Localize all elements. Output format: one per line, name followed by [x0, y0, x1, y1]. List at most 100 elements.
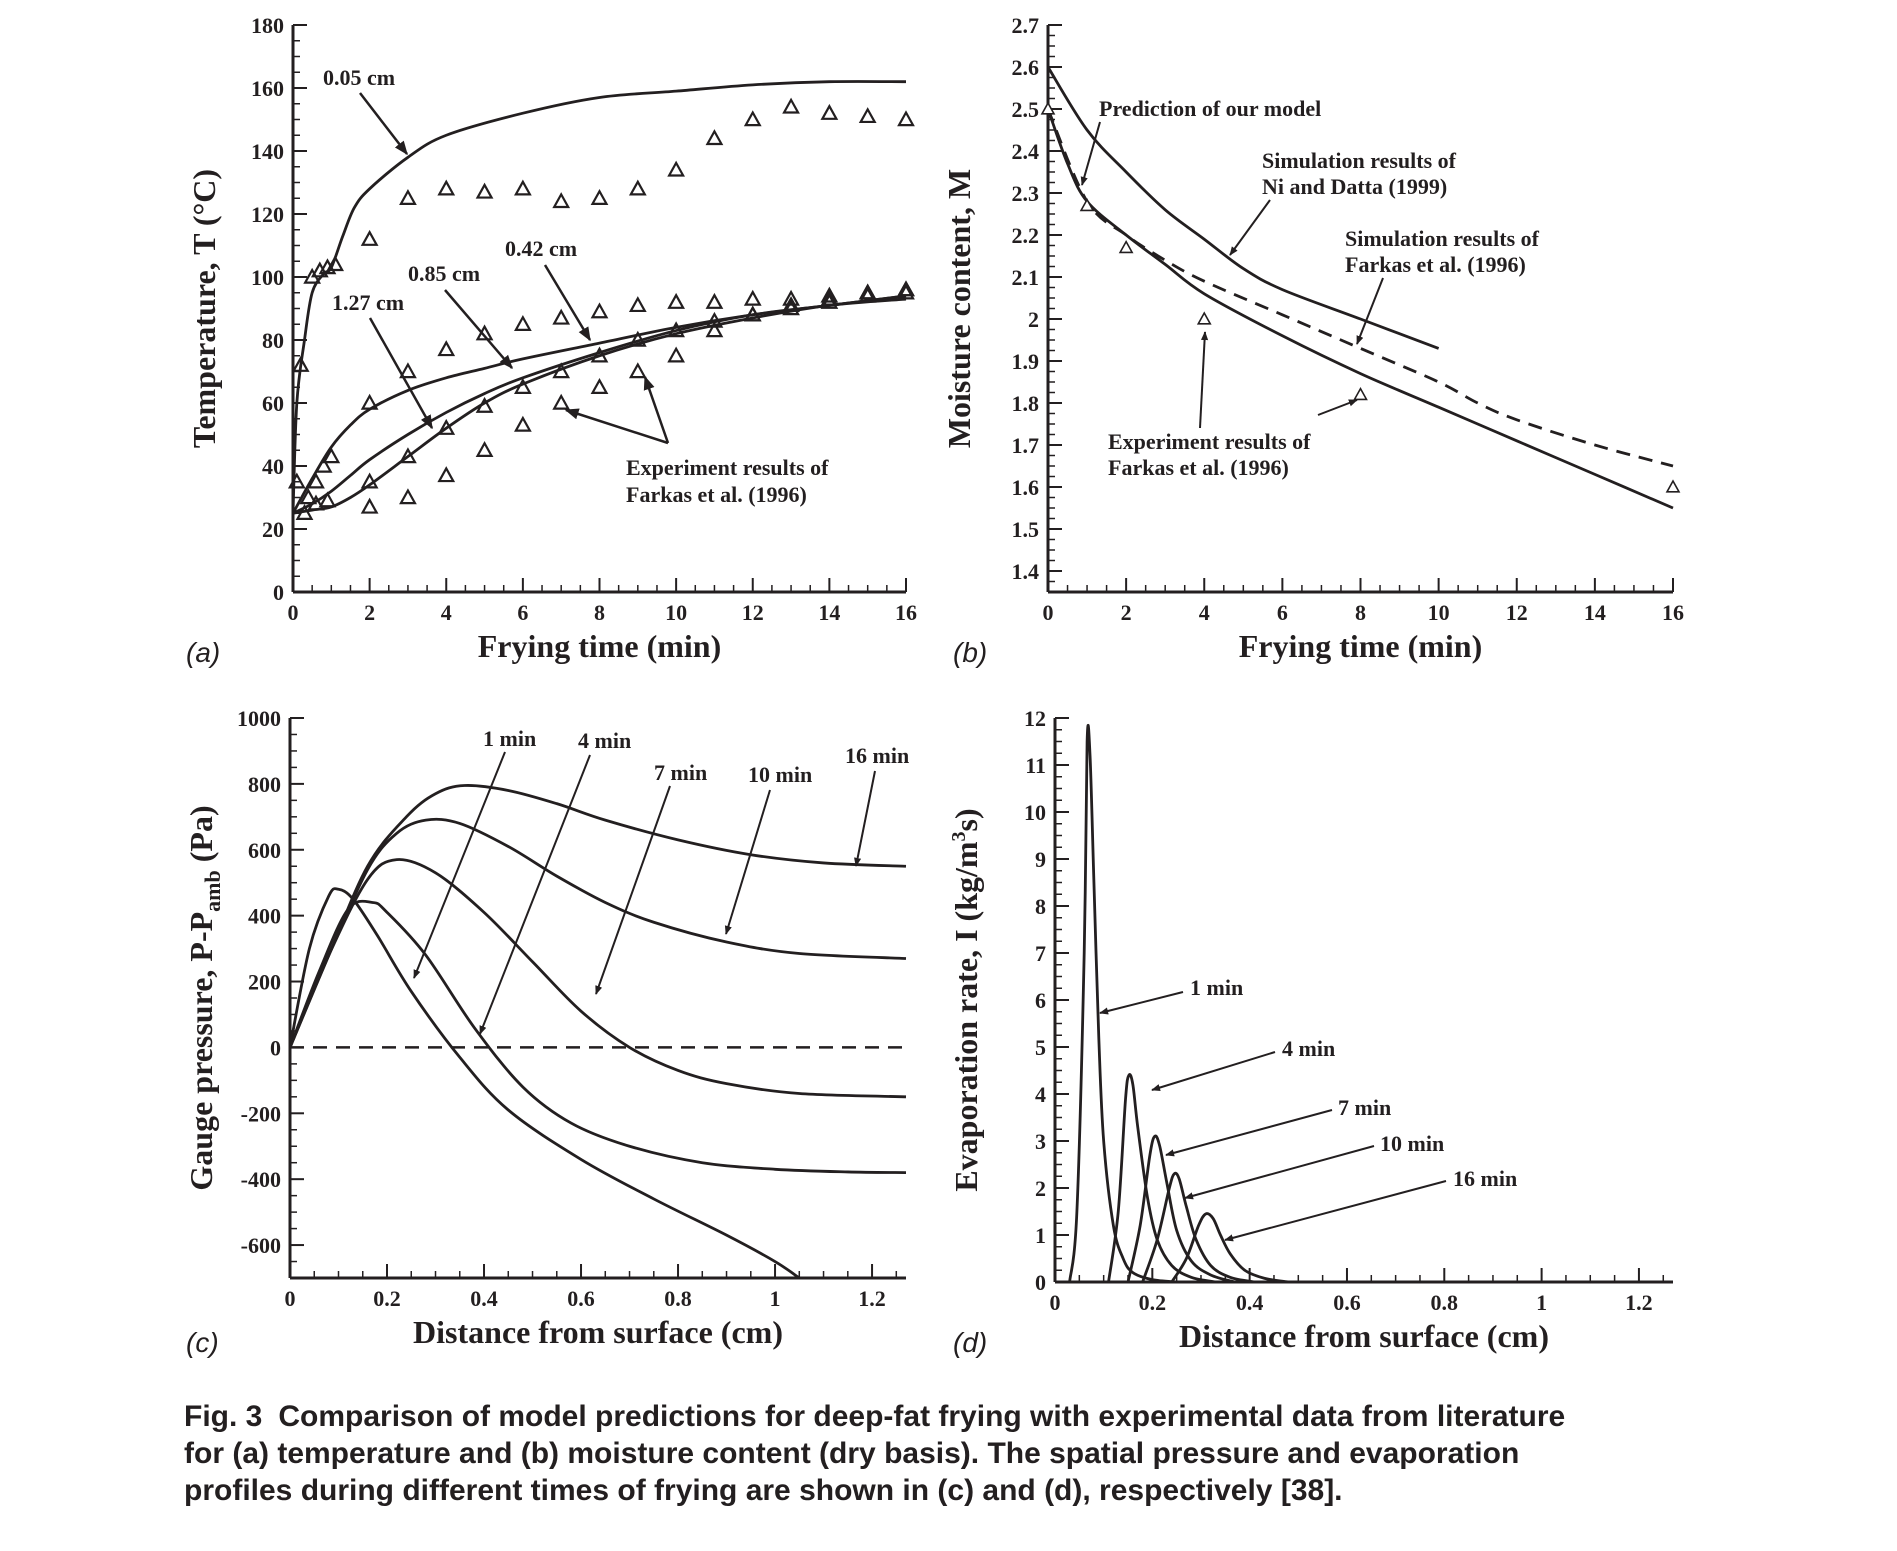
chart-d-evaporation: 0 0.2 0.4 0.6 0.8 1 1.20123456789101112Distanc…: [948, 706, 1673, 1354]
experiment-point: [782, 296, 800, 313]
label-c-4min: 4 min: [578, 728, 631, 753]
series-line-a-0: [293, 80, 907, 514]
experiment-point: [475, 182, 494, 199]
annotations-a: 0.05 cm 0.42 cm 0.85 cm 1.27 cm Experime…: [323, 65, 829, 507]
experiment-point: [820, 286, 839, 303]
experiment-point: [291, 355, 310, 372]
experiment-point: [1196, 311, 1212, 325]
x-tick-label: 6: [517, 600, 528, 625]
x-tick-label: 0.2: [1139, 1290, 1167, 1315]
experiment-point: [322, 447, 341, 464]
label-0.05cm: 0.05 cm: [323, 65, 395, 90]
label-ni-datta-1: Simulation results of: [1262, 148, 1457, 173]
y-axis-label: Gauge pressure, P-Pamb (Pa): [183, 805, 225, 1190]
x-tick-label: 1: [770, 1286, 781, 1311]
y-tick-label: 8: [1035, 894, 1046, 919]
label-c-7min: 7 min: [654, 760, 707, 785]
y-tick-label: 80: [262, 328, 284, 353]
experiment-point: [552, 393, 571, 410]
experiment-point: [705, 129, 724, 146]
y-tick-label: 180: [251, 13, 284, 38]
panel-label-d: (d): [953, 1327, 987, 1358]
experiment-point: [287, 472, 306, 489]
series-line-c-0: [290, 887, 801, 1278]
arrow-d-4min: [1151, 1051, 1276, 1092]
y-tick-label: -200: [241, 1101, 281, 1126]
x-tick-label: 0.6: [1333, 1290, 1361, 1315]
y-tick-label: 140: [251, 139, 284, 164]
experiment-point: [314, 456, 333, 473]
label-c-1min: 1 min: [483, 726, 536, 751]
label-prediction: Prediction of our model: [1099, 96, 1321, 121]
y-tick-label: 1: [1035, 1223, 1046, 1248]
y-tick-label: 1.8: [1012, 391, 1040, 416]
x-tick-label: 16: [895, 600, 917, 625]
arrow-0.85cm: [444, 289, 513, 370]
x-tick-label: 1: [1536, 1290, 1547, 1315]
experiment-point: [705, 321, 724, 338]
y-tick-label: 9: [1035, 847, 1046, 872]
experiment-point: [743, 305, 762, 322]
panel-label-a: (a): [186, 637, 220, 668]
arrow-c-4min: [479, 754, 591, 1035]
arrow-c-16min: [854, 770, 876, 867]
x-tick-label: 10: [665, 600, 687, 625]
chart-b-moisture: 0 2 4 6 8 10 12 14 16 1.4 1.5 1.6 1.7 1.8 1.9 2 2.1 2.2 2.…: [941, 13, 1684, 664]
experiment-point: [628, 179, 647, 196]
x-tick-label: 1.2: [858, 1286, 886, 1311]
experiment-point: [705, 292, 724, 309]
x-tick-label: 0: [288, 600, 299, 625]
y-tick-label: 11: [1025, 753, 1046, 778]
arrow-farkas-sim: [1356, 277, 1384, 345]
series-line-d-3: [1141, 1171, 1255, 1282]
series-line-a-3: [293, 297, 907, 515]
series-line-d-0: [1068, 723, 1177, 1282]
y-tick-label: 400: [248, 904, 281, 929]
y-tick-label: 2.1: [1012, 265, 1040, 290]
y-tick-label: 600: [248, 838, 281, 863]
y-tick-label: 60: [262, 391, 284, 416]
label-0.85cm: 0.85 cm: [408, 261, 480, 286]
x-tick-label: 2: [1121, 600, 1132, 625]
label-0.42cm: 0.42 cm: [505, 236, 577, 261]
series-line-c-4: [290, 784, 907, 1048]
label-d-7min: 7 min: [1338, 1095, 1391, 1120]
experiment-point: [514, 179, 532, 196]
experiment-point: [628, 296, 647, 313]
experiment-point: [399, 188, 417, 205]
experiment-point: [782, 289, 800, 306]
y-axis-label: Moisture content, M: [941, 169, 977, 448]
arrow-prediction: [1080, 121, 1101, 186]
y-tick-label: 0: [1035, 1270, 1046, 1295]
y-tick-label: 2.4: [1012, 139, 1040, 164]
y-tick-label: 1000: [237, 706, 281, 731]
x-tick-label: 0.8: [664, 1286, 692, 1311]
x-axis-label: Distance from surface (cm): [1179, 1318, 1549, 1354]
experiment-point: [667, 346, 685, 363]
y-tick-label: 40: [262, 454, 284, 479]
experiment-point: [552, 362, 571, 379]
arrow-0.05cm: [359, 92, 408, 156]
y-tick-label: 1.6: [1012, 475, 1040, 500]
y-tick-label: 100: [251, 265, 284, 290]
y-tick-label: 160: [251, 76, 284, 101]
label-1.27cm: 1.27 cm: [332, 290, 404, 315]
arrow-d-10min: [1184, 1145, 1375, 1200]
x-tick-label: 14: [1584, 600, 1606, 625]
experiment-point: [1118, 239, 1134, 254]
experiment-point: [858, 286, 877, 303]
y-tick-label: 1.9: [1012, 349, 1040, 374]
y-tick-label: 1.4: [1012, 559, 1040, 584]
label-d-4min: 4 min: [1282, 1036, 1335, 1061]
label-experiment-b-1: Experiment results of: [1108, 429, 1311, 454]
arrow-experiment-a-2: [643, 375, 670, 444]
panel-label-b: (b): [953, 637, 987, 668]
series-line-d-4: [1170, 1212, 1289, 1282]
series-line-b-2: [1048, 108, 1674, 468]
experiment-point: [1079, 197, 1095, 212]
y-tick-label: 1.5: [1012, 517, 1040, 542]
experiment-point: [897, 280, 915, 297]
experiment-point: [820, 103, 839, 120]
arrow-d-7min: [1165, 1109, 1333, 1157]
